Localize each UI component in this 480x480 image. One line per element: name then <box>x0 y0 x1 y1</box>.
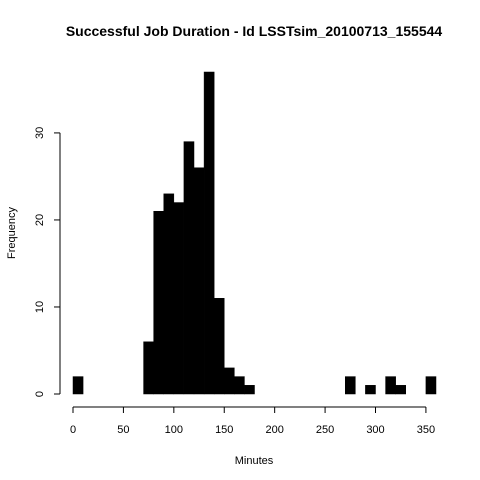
y-axis: 0 10 20 30 <box>34 127 61 397</box>
x-tick-label: 150 <box>215 424 233 436</box>
x-tick-label: 300 <box>366 424 384 436</box>
x-tick-label: 250 <box>316 424 334 436</box>
histogram-bar-100-110 <box>173 202 185 395</box>
histogram-bar-130-140 <box>203 71 215 395</box>
histogram-bars <box>72 71 437 395</box>
histogram-bar-0-10 <box>72 376 84 395</box>
histogram-bar-310-320 <box>385 376 396 395</box>
histogram-bar-70-80 <box>143 341 154 395</box>
histogram-bar-160-170 <box>234 376 245 395</box>
histogram-bar-170-180 <box>244 385 255 395</box>
histogram-bar-270-280 <box>345 376 356 395</box>
y-tick-label: 30 <box>34 127 46 139</box>
histogram-bar-80-90 <box>153 210 165 395</box>
histogram-bar-90-100 <box>163 193 175 395</box>
x-axis: 0 50 100 150 200 250 300 350 <box>70 406 435 436</box>
x-tick-label: 0 <box>70 424 76 436</box>
histogram-bar-120-130 <box>193 167 205 395</box>
x-tick-label: 50 <box>117 424 129 436</box>
histogram-bar-140-150 <box>213 298 225 395</box>
y-tick-label: 20 <box>34 214 46 226</box>
y-axis-label: Frequency <box>6 207 18 259</box>
x-tick-label: 100 <box>165 424 183 436</box>
histogram-bar-350-360 <box>425 376 437 395</box>
histogram-bar-150-160 <box>224 367 235 395</box>
histogram-bar-320-330 <box>395 385 406 395</box>
y-tick-label: 0 <box>34 391 46 397</box>
histogram-bar-290-300 <box>365 385 376 395</box>
x-tick-label: 350 <box>417 424 435 436</box>
x-tick-label: 200 <box>265 424 283 436</box>
x-axis-label: Minutes <box>235 455 274 467</box>
y-tick-label: 10 <box>34 301 46 313</box>
chart-title: Successful Job Duration - Id LSSTsim_201… <box>66 23 443 39</box>
histogram-bar-110-120 <box>183 141 195 395</box>
